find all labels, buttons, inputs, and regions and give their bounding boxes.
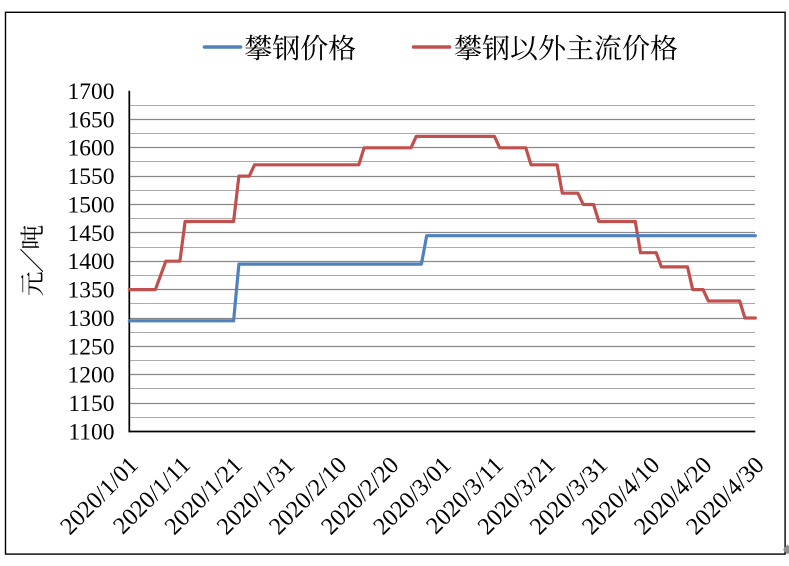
svg-text:1250: 1250 bbox=[68, 334, 115, 360]
svg-text:1700: 1700 bbox=[68, 79, 115, 105]
svg-text:1350: 1350 bbox=[68, 278, 115, 304]
svg-text:1150: 1150 bbox=[68, 391, 114, 417]
svg-text:1400: 1400 bbox=[68, 249, 115, 275]
svg-text:1550: 1550 bbox=[68, 164, 115, 190]
svg-text:1300: 1300 bbox=[68, 306, 115, 332]
svg-text:1100: 1100 bbox=[68, 419, 114, 445]
svg-text:1200: 1200 bbox=[68, 363, 115, 389]
svg-text:1450: 1450 bbox=[68, 221, 115, 247]
svg-text:1600: 1600 bbox=[68, 136, 115, 162]
svg-text:1650: 1650 bbox=[68, 107, 115, 133]
svg-text:1500: 1500 bbox=[68, 192, 115, 218]
